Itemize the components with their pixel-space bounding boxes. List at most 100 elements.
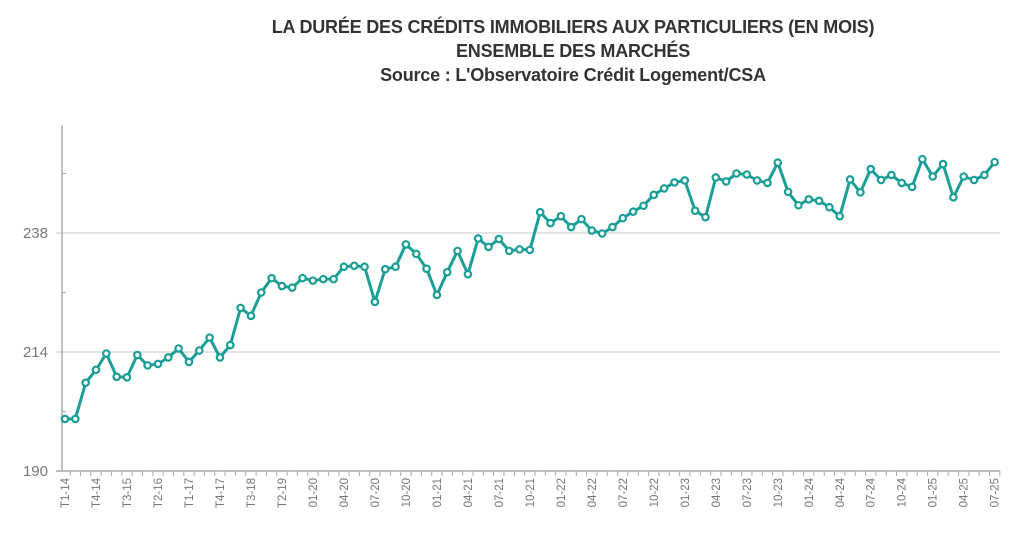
data-point xyxy=(153,359,163,369)
x-tick-label: 01-21 xyxy=(432,478,444,507)
data-point xyxy=(742,170,752,179)
data-point xyxy=(236,303,245,313)
data-point xyxy=(370,297,380,307)
data-point xyxy=(215,353,225,362)
data-point xyxy=(597,229,607,238)
data-point xyxy=(969,175,979,185)
data-point xyxy=(732,169,741,178)
data-point xyxy=(112,372,121,382)
data-point xyxy=(463,269,473,279)
data-point xyxy=(71,414,80,424)
data-point xyxy=(122,372,132,382)
data-point xyxy=(856,188,865,197)
x-tick-label: 04-25 xyxy=(959,478,971,507)
data-point xyxy=(577,214,586,224)
data-point xyxy=(980,170,989,180)
data-point xyxy=(194,346,204,355)
data-point xyxy=(701,212,710,222)
data-point xyxy=(639,201,648,211)
data-point xyxy=(835,211,845,221)
data-point xyxy=(907,182,917,192)
x-tick-label: 07-21 xyxy=(494,478,506,507)
x-tick-label: 10-22 xyxy=(649,478,661,507)
x-tick-label: T2-16 xyxy=(153,478,165,508)
data-point xyxy=(876,175,886,185)
x-tick-label: 07-23 xyxy=(742,478,754,507)
data-point xyxy=(256,288,266,297)
y-tick-label: 238 xyxy=(23,225,48,242)
data-point xyxy=(277,281,287,291)
data-point xyxy=(680,176,690,185)
data-point xyxy=(690,206,700,216)
data-point xyxy=(763,178,772,188)
series-duree xyxy=(60,154,1000,424)
x-tick-label: 01-20 xyxy=(308,478,320,507)
x-tick-label: 07-25 xyxy=(990,478,1002,507)
data-point xyxy=(453,246,462,256)
x-tick-label: 04-23 xyxy=(711,478,723,507)
data-point xyxy=(184,357,194,367)
x-tick-label: T1-14 xyxy=(60,477,72,508)
data-point xyxy=(814,196,824,206)
gridlines xyxy=(56,232,1000,353)
data-point xyxy=(866,164,876,174)
x-tick-label: T4-14 xyxy=(91,477,103,508)
data-point xyxy=(990,157,1000,167)
data-point xyxy=(308,276,318,285)
data-point xyxy=(349,261,359,271)
data-point xyxy=(525,245,535,255)
data-point xyxy=(618,213,628,223)
x-tick-label: 01-23 xyxy=(680,478,692,507)
data-point xyxy=(546,218,555,228)
data-point xyxy=(515,245,524,254)
data-point xyxy=(504,246,514,256)
data-point xyxy=(432,290,442,300)
data-point xyxy=(81,378,90,388)
data-point xyxy=(752,176,762,185)
data-point xyxy=(164,353,173,362)
x-tick-label: T3-18 xyxy=(246,478,258,508)
x-tick-label: 10-21 xyxy=(525,478,537,507)
data-point xyxy=(556,211,566,221)
x-tick-label: 04-20 xyxy=(339,478,351,507)
data-point xyxy=(928,172,938,181)
x-tick-label: 07-24 xyxy=(866,477,878,507)
data-point xyxy=(60,414,70,424)
data-point xyxy=(938,159,948,169)
data-point xyxy=(535,207,545,217)
data-point xyxy=(897,178,907,188)
data-point xyxy=(887,170,896,180)
x-tick-label: 07-22 xyxy=(618,478,630,507)
y-tick-labels: 190 214 238 xyxy=(23,225,48,480)
data-point xyxy=(711,173,721,182)
x-tick-label: 01-22 xyxy=(556,478,568,507)
data-point xyxy=(918,154,927,164)
axes xyxy=(56,125,1001,476)
data-point xyxy=(380,264,390,274)
data-point xyxy=(845,175,855,184)
data-point xyxy=(442,267,452,277)
x-tick-label: T1-17 xyxy=(184,478,196,508)
x-tick-labels: T1-14 T4-14 T3-15 T2-16 T1-17 T4-17 T3-18 T2-19… xyxy=(60,477,1002,508)
data-point xyxy=(298,273,307,283)
x-tick-label: 07-20 xyxy=(370,478,382,507)
data-point xyxy=(174,344,183,353)
data-point xyxy=(494,234,504,244)
y-tick-label: 190 xyxy=(23,463,48,480)
series-line xyxy=(65,157,996,421)
data-point xyxy=(659,184,669,193)
data-point xyxy=(484,242,493,252)
data-point xyxy=(318,274,328,284)
data-point xyxy=(949,193,958,202)
x-tick-label: T4-17 xyxy=(215,478,227,508)
x-tick-label: 01-25 xyxy=(928,478,940,507)
data-point xyxy=(143,361,152,370)
data-point xyxy=(91,365,101,375)
data-point xyxy=(339,262,349,272)
x-tick-label: 10-20 xyxy=(401,478,413,507)
data-point xyxy=(287,283,297,292)
chart-title: LA DURÉE DES CRÉDITS IMMOBILIERS AUX PAR… xyxy=(271,17,875,37)
data-point xyxy=(205,333,214,342)
data-point xyxy=(804,195,814,204)
